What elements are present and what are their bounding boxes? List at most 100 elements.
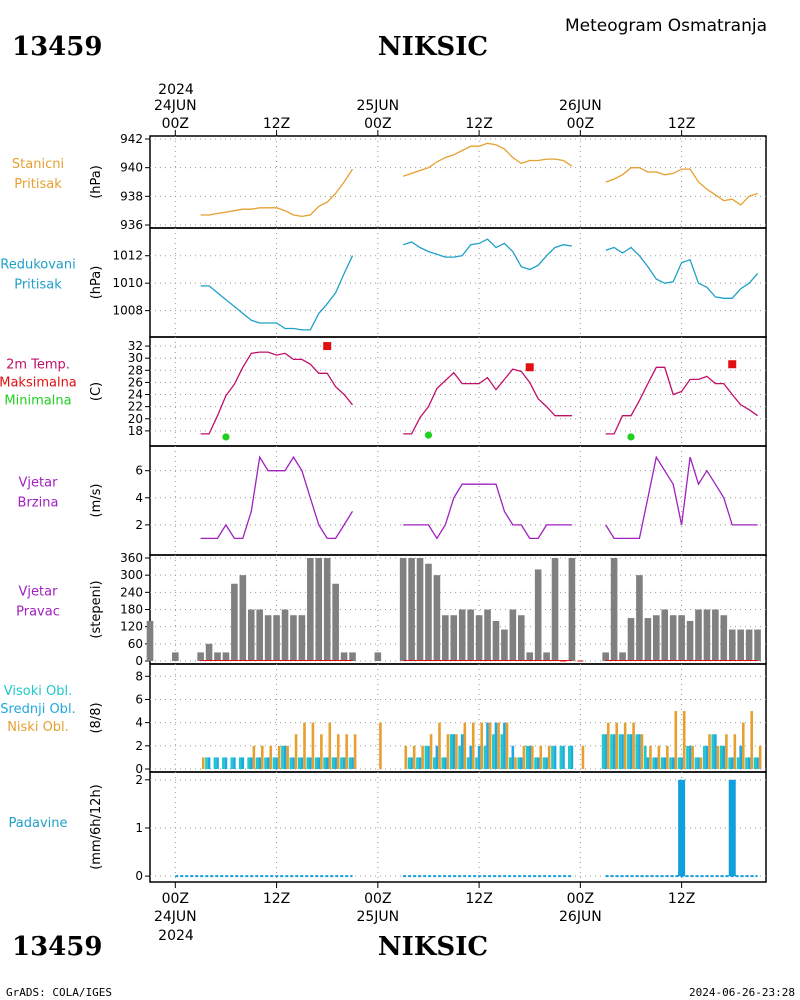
wind-dir-bar <box>568 558 576 661</box>
series-line <box>200 255 354 331</box>
cloud-bar <box>601 734 605 769</box>
wind-dir-bar <box>458 609 466 661</box>
panel-frame <box>149 771 767 883</box>
cloud-bar <box>331 757 335 769</box>
wind-dir-bar <box>172 652 179 661</box>
wind-dir-bar <box>551 558 559 661</box>
wind-dir-bar <box>247 609 255 661</box>
panel-label: Stanicni <box>12 157 64 172</box>
wind-dir-bar <box>442 615 449 661</box>
cloud-bar <box>404 745 408 769</box>
wind-dir-bar <box>543 652 550 661</box>
cloud-bar <box>205 757 208 769</box>
panel-label: Vjetar <box>19 585 59 600</box>
panel-frame <box>149 135 767 229</box>
series-line <box>403 368 572 435</box>
y-tick-label: 22 <box>128 400 143 414</box>
cloud-bar <box>317 757 321 769</box>
series-line <box>605 167 758 206</box>
cloud-bar <box>697 757 700 769</box>
y-tick-label: 2 <box>135 773 143 787</box>
cloud-bar <box>233 757 236 769</box>
cloud-bar <box>492 734 495 769</box>
y-tick-label: 32 <box>128 339 143 353</box>
cloud-bar <box>719 745 723 769</box>
wind-dir-bar <box>340 652 348 661</box>
y-tick-label: 936 <box>120 218 143 232</box>
wind-dir-bar <box>197 652 204 661</box>
wind-dir-bar <box>433 575 441 661</box>
y-tick-label: 24 <box>128 388 143 402</box>
cloud-bar <box>677 757 681 769</box>
cloud-bar <box>519 757 523 769</box>
cloud-bar <box>505 722 509 769</box>
wind-dir-bar <box>323 558 331 661</box>
wind-dir-bar <box>416 558 424 661</box>
cloud-bar <box>539 745 543 769</box>
cloud-bar <box>458 745 461 769</box>
cloud-bar <box>325 757 329 769</box>
bottom-tick-label: 00Z <box>162 891 189 907</box>
panel-label: Niski Obl. <box>7 720 69 735</box>
cloud-bar <box>606 722 610 769</box>
wind-dir-bar <box>281 609 289 661</box>
top-tick-label: 00Z <box>364 116 391 132</box>
panel-label: Vjetar <box>19 476 59 491</box>
cloud-bar <box>488 722 492 769</box>
cloud-bar <box>581 745 585 769</box>
cloud-bar <box>260 745 264 769</box>
cloud-bar <box>435 745 439 769</box>
y-tick-label: 28 <box>128 363 143 377</box>
cloud-bar <box>559 745 563 769</box>
y-tick-label: 1 <box>135 821 143 835</box>
cloud-bar <box>691 745 694 769</box>
wind-dir-bar <box>534 569 542 661</box>
footer-station-name: NIKSIC <box>378 932 488 962</box>
cloud-bar <box>531 745 534 769</box>
cloud-bar <box>264 757 267 769</box>
wind-dir-bar <box>239 575 247 661</box>
y-axis-label: (mm/6h/12h) <box>89 784 104 870</box>
wind-dir-bar <box>644 618 652 661</box>
wind-dir-bar <box>501 629 508 661</box>
y-axis-label: (hPa) <box>89 266 104 300</box>
cloud-bar <box>418 757 422 769</box>
footer-credit: GrADS: COLA/IGES <box>6 986 112 999</box>
y-tick-label: 120 <box>120 620 143 634</box>
cloud-bar <box>452 734 456 769</box>
cloud-bar <box>460 734 464 769</box>
cloud-bar <box>612 734 616 769</box>
wind-dir-bar <box>712 609 719 661</box>
chart-title: Meteogram Osmatranja <box>565 16 767 36</box>
panel-5: 0 60 120 180 240 300 360 (stepeni) Vjetar Pravac <box>16 551 767 668</box>
cloud-bar <box>716 745 720 769</box>
cloud-bar <box>334 757 337 769</box>
cloud-bar <box>345 734 348 769</box>
cloud-bar <box>207 757 211 769</box>
max-temp-marker <box>728 360 737 369</box>
max-temp-marker <box>323 342 332 351</box>
cloud-bar <box>621 734 624 769</box>
cloud-bar <box>682 711 686 769</box>
cloud-bar <box>643 745 647 769</box>
wind-dir-bar <box>408 558 415 661</box>
header-station-id: 13459 <box>12 32 102 62</box>
wind-dir-bar <box>315 558 323 661</box>
cloud-bar <box>739 745 742 769</box>
top-tick-label: 12Z <box>263 116 290 132</box>
y-tick-label: 1012 <box>112 249 143 263</box>
cloud-bar <box>252 745 256 769</box>
wind-dir-bar <box>290 615 297 661</box>
top-day-label: 24JUN <box>154 98 197 114</box>
y-tick-label: 6 <box>135 464 143 478</box>
wind-dir-bar <box>425 563 432 661</box>
y-tick-label: 8 <box>135 669 143 683</box>
cloud-bar <box>421 745 424 769</box>
y-tick-label: 6 <box>135 692 143 706</box>
wind-dir-bar <box>231 583 238 661</box>
min-temp-marker <box>222 433 230 441</box>
cloud-bar <box>266 757 270 769</box>
wind-dir-bar <box>602 652 609 661</box>
